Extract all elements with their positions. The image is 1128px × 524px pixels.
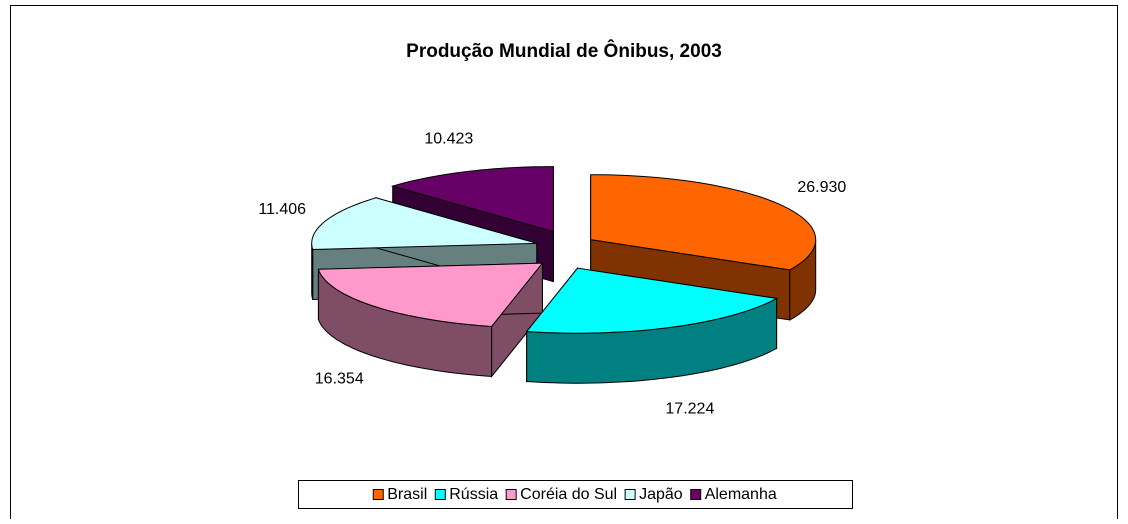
data-label: 16.354: [315, 370, 364, 387]
legend-label: Brasil: [387, 486, 427, 503]
legend-box: [298, 480, 853, 509]
slice-top: [525, 267, 779, 334]
slice: [525, 266, 779, 384]
chart-border: [10, 5, 1118, 524]
legend-swatch: [372, 489, 384, 500]
legend-swatch: [624, 489, 636, 500]
data-label: 17.224: [665, 400, 714, 417]
data-label: 11.406: [258, 201, 306, 218]
slice-top: [390, 166, 554, 233]
slice-side: [311, 243, 314, 300]
legend-swatch: [690, 489, 702, 500]
legend-swatch: [505, 489, 517, 500]
legend-label: Japão: [639, 486, 683, 503]
legend-swatch: [434, 489, 446, 500]
slice-top: [590, 174, 817, 271]
data-label: 26.930: [797, 179, 846, 196]
slice: [317, 261, 544, 378]
legend-label: Rússia: [449, 486, 498, 503]
chart-title: Produção Mundial de Ônibus, 2003: [406, 40, 722, 62]
slice-top: [311, 197, 537, 251]
legend-label: Coréia do Sul: [520, 486, 617, 503]
slice-top: [317, 262, 544, 328]
legend-label: Alemanha: [705, 486, 777, 503]
data-label: 10.423: [424, 131, 473, 148]
